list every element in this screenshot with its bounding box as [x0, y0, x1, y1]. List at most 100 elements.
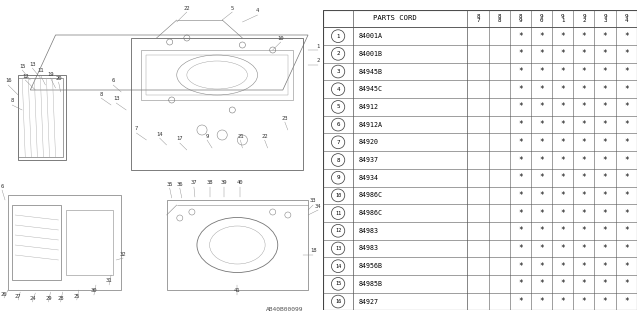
Text: 84945C: 84945C [358, 86, 383, 92]
Text: *: * [582, 191, 586, 200]
Text: *: * [603, 67, 607, 76]
Text: 21: 21 [237, 133, 244, 139]
Text: *: * [582, 138, 586, 147]
Text: *: * [518, 262, 523, 271]
Text: *: * [624, 156, 628, 164]
Text: 6: 6 [337, 122, 340, 127]
Text: 39: 39 [221, 180, 227, 186]
Text: *: * [540, 85, 544, 94]
Text: 7: 7 [337, 140, 340, 145]
Text: *: * [518, 209, 523, 218]
Text: *: * [540, 67, 544, 76]
Text: *: * [624, 226, 628, 235]
Text: 1: 1 [317, 44, 320, 49]
Text: 12: 12 [22, 74, 29, 78]
Text: 10: 10 [335, 193, 341, 198]
Text: *: * [603, 32, 607, 41]
Text: 14: 14 [156, 132, 163, 137]
Text: *: * [561, 120, 565, 129]
Text: *: * [561, 262, 565, 271]
Text: *: * [540, 244, 544, 253]
Text: 26: 26 [1, 292, 7, 297]
Text: *: * [518, 32, 523, 41]
Text: *: * [540, 226, 544, 235]
Text: *: * [561, 138, 565, 147]
Text: *: * [624, 67, 628, 76]
Text: 84912: 84912 [358, 104, 379, 110]
Text: *: * [624, 102, 628, 111]
Text: 36: 36 [177, 181, 183, 187]
Text: 27: 27 [15, 293, 21, 299]
Text: AB40B00099: AB40B00099 [266, 307, 303, 312]
Text: 22: 22 [184, 5, 190, 11]
Text: 9: 9 [337, 175, 340, 180]
Text: *: * [540, 156, 544, 164]
Text: *: * [624, 262, 628, 271]
Text: 84983: 84983 [358, 245, 379, 252]
Text: 9
3: 9 3 [604, 14, 607, 23]
Text: *: * [540, 49, 544, 58]
Text: *: * [624, 173, 628, 182]
Text: *: * [540, 138, 544, 147]
Text: 84920: 84920 [358, 139, 379, 145]
Text: 8: 8 [337, 157, 340, 163]
Text: 35: 35 [166, 181, 173, 187]
Text: 34: 34 [315, 204, 321, 209]
Text: *: * [561, 102, 565, 111]
Text: *: * [624, 191, 628, 200]
Text: *: * [561, 67, 565, 76]
Text: *: * [624, 85, 628, 94]
Text: *: * [603, 120, 607, 129]
Text: 9
1: 9 1 [561, 14, 564, 23]
Text: *: * [540, 297, 544, 306]
Text: 25: 25 [74, 293, 80, 299]
Text: *: * [518, 156, 523, 164]
Text: 20: 20 [55, 76, 62, 81]
Text: 24: 24 [29, 295, 36, 300]
Text: 41: 41 [234, 289, 241, 293]
Text: *: * [561, 279, 565, 288]
Text: 16: 16 [5, 78, 12, 84]
Text: 13: 13 [113, 97, 120, 101]
Text: *: * [518, 279, 523, 288]
Text: *: * [624, 138, 628, 147]
Text: 4: 4 [256, 9, 259, 13]
Text: *: * [603, 173, 607, 182]
Text: 84927: 84927 [358, 299, 379, 305]
Text: *: * [603, 279, 607, 288]
Text: *: * [624, 279, 628, 288]
Text: 32: 32 [120, 252, 127, 257]
Text: 84985B: 84985B [358, 281, 383, 287]
Text: *: * [624, 209, 628, 218]
Text: *: * [624, 297, 628, 306]
Text: 11: 11 [335, 211, 341, 216]
Text: *: * [540, 102, 544, 111]
Text: *: * [518, 85, 523, 94]
Text: 28: 28 [58, 295, 64, 300]
Text: *: * [582, 262, 586, 271]
Text: *: * [518, 102, 523, 111]
Text: *: * [603, 138, 607, 147]
Text: *: * [561, 32, 565, 41]
Text: 9: 9 [205, 133, 209, 139]
Text: 84934: 84934 [358, 175, 379, 181]
Text: *: * [561, 156, 565, 164]
Text: *: * [582, 67, 586, 76]
Text: 8
8: 8 8 [497, 14, 501, 23]
Text: 13: 13 [29, 61, 36, 67]
Text: *: * [603, 209, 607, 218]
Text: 11: 11 [37, 68, 44, 74]
Text: 84956B: 84956B [358, 263, 383, 269]
Text: *: * [582, 32, 586, 41]
Text: 15: 15 [335, 281, 341, 286]
Text: *: * [582, 102, 586, 111]
Text: 84001B: 84001B [358, 51, 383, 57]
Text: *: * [624, 49, 628, 58]
Text: 5: 5 [230, 5, 234, 11]
Text: *: * [518, 244, 523, 253]
Text: 8: 8 [10, 99, 13, 103]
Text: 8
9: 8 9 [518, 14, 522, 23]
Text: 30: 30 [91, 289, 97, 293]
Text: 7: 7 [135, 126, 138, 132]
Text: *: * [582, 279, 586, 288]
